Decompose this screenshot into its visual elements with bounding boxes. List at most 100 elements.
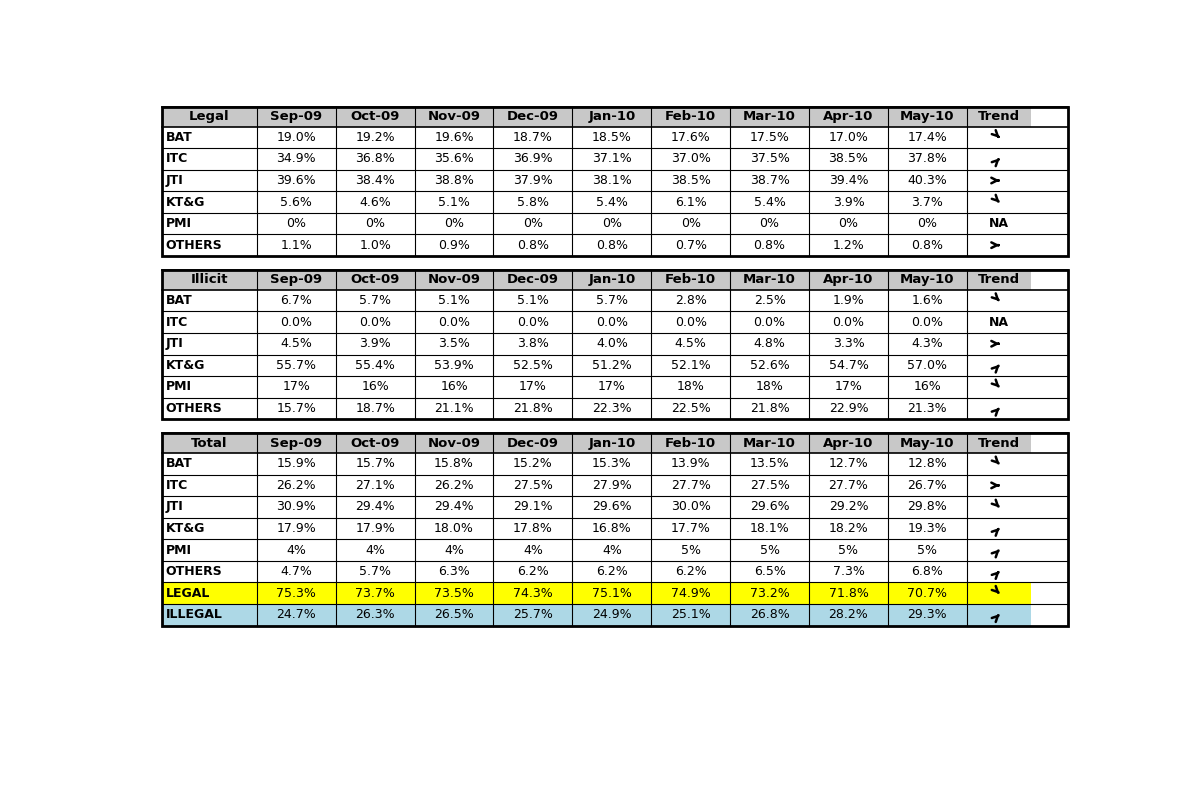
Text: 29.6%: 29.6%: [592, 500, 631, 513]
Text: 22.9%: 22.9%: [829, 402, 869, 415]
Bar: [730, 290, 809, 311]
Text: 0.8%: 0.8%: [517, 238, 548, 251]
Bar: [336, 354, 415, 376]
Text: 0.8%: 0.8%: [596, 238, 628, 251]
Bar: [493, 169, 572, 191]
Text: 29.4%: 29.4%: [434, 500, 474, 513]
Bar: [415, 148, 493, 169]
Text: Nov-09: Nov-09: [427, 436, 480, 449]
Bar: [809, 311, 888, 333]
Text: Dec-09: Dec-09: [506, 110, 559, 123]
Text: 0%: 0%: [602, 217, 622, 230]
Text: 27.7%: 27.7%: [671, 479, 710, 492]
Bar: [809, 169, 888, 191]
Text: OTHERS: OTHERS: [166, 402, 222, 415]
Bar: [652, 397, 730, 419]
Bar: [809, 333, 888, 354]
Bar: [652, 106, 730, 127]
Text: 27.7%: 27.7%: [828, 479, 869, 492]
Text: 75.1%: 75.1%: [592, 586, 631, 599]
Bar: [336, 127, 415, 148]
Bar: [967, 474, 1031, 496]
Bar: [967, 127, 1031, 148]
Text: 6.2%: 6.2%: [674, 565, 707, 578]
Bar: [493, 474, 572, 496]
Bar: [257, 127, 336, 148]
Bar: [888, 433, 967, 453]
Text: 0%: 0%: [839, 217, 858, 230]
Bar: [415, 169, 493, 191]
Text: 35.6%: 35.6%: [434, 152, 474, 165]
Bar: [162, 127, 257, 148]
Text: 29.3%: 29.3%: [907, 608, 947, 621]
Bar: [888, 539, 967, 561]
Bar: [257, 474, 336, 496]
Text: 19.3%: 19.3%: [907, 522, 947, 535]
Bar: [888, 453, 967, 474]
Text: 17.6%: 17.6%: [671, 131, 710, 144]
Text: 0%: 0%: [760, 217, 780, 230]
Text: JTI: JTI: [166, 500, 184, 513]
Bar: [336, 539, 415, 561]
Text: 0.0%: 0.0%: [754, 315, 786, 328]
Bar: [730, 496, 809, 517]
Text: Dec-09: Dec-09: [506, 436, 559, 449]
Text: 3.9%: 3.9%: [833, 195, 864, 208]
Bar: [730, 148, 809, 169]
Bar: [415, 191, 493, 212]
Text: PMI: PMI: [166, 217, 192, 230]
Bar: [888, 290, 967, 311]
Text: 0.0%: 0.0%: [517, 315, 548, 328]
Bar: [888, 148, 967, 169]
Text: OTHERS: OTHERS: [166, 238, 222, 251]
Bar: [415, 582, 493, 604]
Text: 34.9%: 34.9%: [276, 152, 316, 165]
Bar: [415, 397, 493, 419]
Text: ITC: ITC: [166, 152, 187, 165]
Text: 27.5%: 27.5%: [750, 479, 790, 492]
Bar: [572, 127, 652, 148]
Bar: [967, 604, 1031, 625]
Text: 4.5%: 4.5%: [674, 337, 707, 350]
Bar: [888, 376, 967, 397]
Text: LEGAL: LEGAL: [166, 586, 210, 599]
Bar: [572, 433, 652, 453]
Text: 26.3%: 26.3%: [355, 608, 395, 621]
Text: 6.2%: 6.2%: [596, 565, 628, 578]
Bar: [257, 212, 336, 234]
Text: 0.0%: 0.0%: [438, 315, 470, 328]
Text: 22.5%: 22.5%: [671, 402, 710, 415]
Bar: [162, 376, 257, 397]
Bar: [572, 290, 652, 311]
Bar: [257, 290, 336, 311]
Text: 55.4%: 55.4%: [355, 358, 395, 371]
Bar: [888, 270, 967, 290]
Text: 7.3%: 7.3%: [833, 565, 864, 578]
Bar: [967, 397, 1031, 419]
Text: Illicit: Illicit: [191, 273, 228, 286]
Bar: [967, 496, 1031, 517]
Bar: [572, 212, 652, 234]
Bar: [162, 169, 257, 191]
Text: NA: NA: [989, 315, 1009, 328]
Text: 17.4%: 17.4%: [907, 131, 947, 144]
Text: Oct-09: Oct-09: [350, 110, 400, 123]
Text: 29.4%: 29.4%: [355, 500, 395, 513]
Text: 38.4%: 38.4%: [355, 174, 395, 187]
Bar: [809, 376, 888, 397]
Bar: [415, 234, 493, 256]
Bar: [967, 582, 1031, 604]
Bar: [336, 582, 415, 604]
Text: Trend: Trend: [978, 273, 1020, 286]
Text: Trend: Trend: [978, 110, 1020, 123]
Bar: [652, 148, 730, 169]
Text: 15.7%: 15.7%: [355, 457, 395, 470]
Text: 19.6%: 19.6%: [434, 131, 474, 144]
Bar: [257, 234, 336, 256]
Text: Trend: Trend: [978, 436, 1020, 449]
Bar: [162, 517, 257, 539]
Bar: [162, 397, 257, 419]
Bar: [652, 517, 730, 539]
Bar: [967, 148, 1031, 169]
Bar: [652, 270, 730, 290]
